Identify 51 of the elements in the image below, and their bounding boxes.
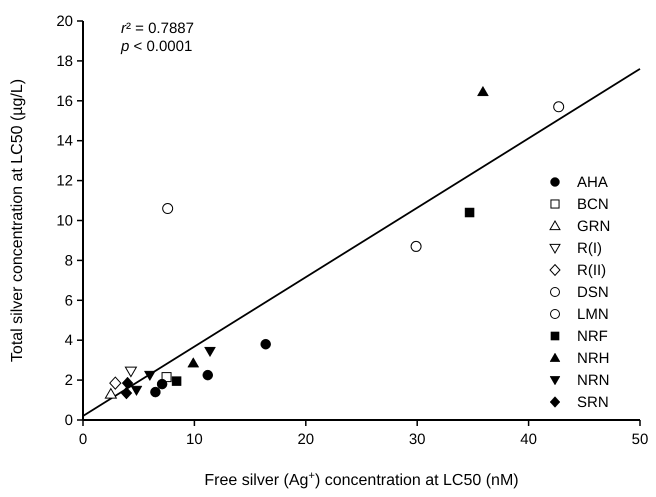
point bbox=[477, 86, 489, 96]
y-axis-title: Total silver concentration at LC50 (µg/L) bbox=[9, 78, 26, 362]
point bbox=[172, 376, 182, 386]
point bbox=[156, 378, 168, 390]
y-tick-label: 0 bbox=[64, 412, 73, 429]
y-tick-label: 12 bbox=[56, 172, 73, 190]
y-tick-label: 2 bbox=[64, 372, 73, 390]
y-tick-label: 14 bbox=[56, 132, 73, 150]
point bbox=[204, 346, 216, 357]
legend-label: R(I) bbox=[577, 240, 602, 257]
point bbox=[553, 101, 564, 112]
y-tick-label: 20 bbox=[56, 13, 73, 30]
y-tick-label: 10 bbox=[56, 212, 73, 230]
point bbox=[120, 386, 132, 400]
point bbox=[464, 208, 474, 218]
x-tick-label: 40 bbox=[520, 431, 537, 448]
point bbox=[410, 240, 422, 252]
legend-label: GRN bbox=[577, 218, 610, 235]
y-tick-label: 16 bbox=[56, 92, 73, 110]
y-tick-label: 18 bbox=[56, 52, 73, 70]
point bbox=[260, 338, 271, 350]
legend-label: DSN bbox=[577, 284, 609, 301]
point bbox=[162, 203, 174, 214]
legend-label: NRH bbox=[577, 350, 610, 367]
legend-label: NRN bbox=[577, 372, 610, 389]
x-tick-label: 10 bbox=[186, 431, 203, 448]
legend-label: AHA bbox=[577, 174, 608, 191]
point bbox=[124, 366, 137, 378]
legend-label: NRF bbox=[577, 328, 608, 345]
y-tick-label: 6 bbox=[64, 292, 73, 310]
point bbox=[188, 357, 200, 368]
point bbox=[130, 386, 142, 396]
point bbox=[150, 386, 161, 398]
legend-label: LMN bbox=[577, 306, 609, 323]
point bbox=[202, 370, 214, 380]
legend-label: R(II) bbox=[577, 262, 606, 279]
point bbox=[144, 370, 156, 381]
x-tick-label: 50 bbox=[632, 431, 648, 448]
x-tick-label: 0 bbox=[78, 431, 88, 448]
point bbox=[122, 376, 134, 390]
y-tick-label: 4 bbox=[64, 332, 73, 350]
x-tick-label: 20 bbox=[297, 431, 314, 448]
legend-label: BCN bbox=[577, 196, 609, 213]
x-axis-title: Free silver (Ag$^{+}$) concentration at LC50 (nM) bbox=[204, 470, 519, 489]
annotation: r² = 0.7887 bbox=[121, 20, 194, 37]
annotation: p < 0.0001 bbox=[120, 38, 192, 55]
point bbox=[104, 388, 117, 399]
legend-label: SRN bbox=[577, 394, 609, 411]
y-tick-label: 8 bbox=[64, 252, 73, 270]
point bbox=[109, 376, 122, 390]
x-tick-label: 30 bbox=[408, 431, 426, 448]
